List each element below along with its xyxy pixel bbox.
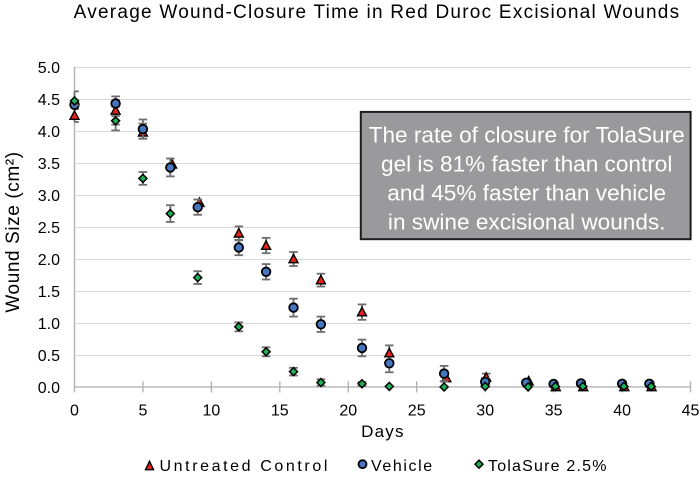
svg-text:Untreated Control: Untreated Control xyxy=(160,458,331,475)
svg-text:in swine excisional wounds.: in swine excisional wounds. xyxy=(388,210,666,235)
svg-text:35: 35 xyxy=(545,403,563,420)
svg-text:2.5: 2.5 xyxy=(38,220,60,237)
svg-text:and 45% faster than vehicle: and 45% faster than vehicle xyxy=(387,181,666,206)
svg-text:Average Wound-Closure Time in: Average Wound-Closure Time in Red Duroc … xyxy=(74,2,681,23)
svg-text:Wound Size (cm²): Wound Size (cm²) xyxy=(3,151,24,312)
svg-text:gel is 81% faster than control: gel is 81% faster than control xyxy=(381,152,672,177)
svg-text:TolaSure 2.5%: TolaSure 2.5% xyxy=(488,458,608,475)
svg-text:3.0: 3.0 xyxy=(38,188,60,205)
svg-text:25: 25 xyxy=(408,403,426,420)
svg-text:5.0: 5.0 xyxy=(38,60,60,77)
svg-text:20: 20 xyxy=(339,403,357,420)
svg-text:1.0: 1.0 xyxy=(38,316,60,333)
svg-text:45: 45 xyxy=(682,403,700,420)
svg-text:40: 40 xyxy=(613,403,631,420)
svg-text:5: 5 xyxy=(138,403,147,420)
svg-text:10: 10 xyxy=(203,403,221,420)
svg-text:3.5: 3.5 xyxy=(38,156,60,173)
svg-text:0: 0 xyxy=(70,403,79,420)
svg-text:2.0: 2.0 xyxy=(38,252,60,269)
svg-text:Vehicle: Vehicle xyxy=(371,458,434,475)
svg-text:4.5: 4.5 xyxy=(38,92,60,109)
svg-text:0.0: 0.0 xyxy=(38,380,60,397)
svg-text:15: 15 xyxy=(271,403,289,420)
svg-text:The rate of closure for TolaSu: The rate of closure for TolaSure xyxy=(369,123,685,148)
svg-text:0.5: 0.5 xyxy=(38,348,60,365)
svg-text:30: 30 xyxy=(476,403,494,420)
svg-text:4.0: 4.0 xyxy=(38,124,60,141)
svg-text:1.5: 1.5 xyxy=(38,284,60,301)
svg-text:Days: Days xyxy=(361,422,405,441)
